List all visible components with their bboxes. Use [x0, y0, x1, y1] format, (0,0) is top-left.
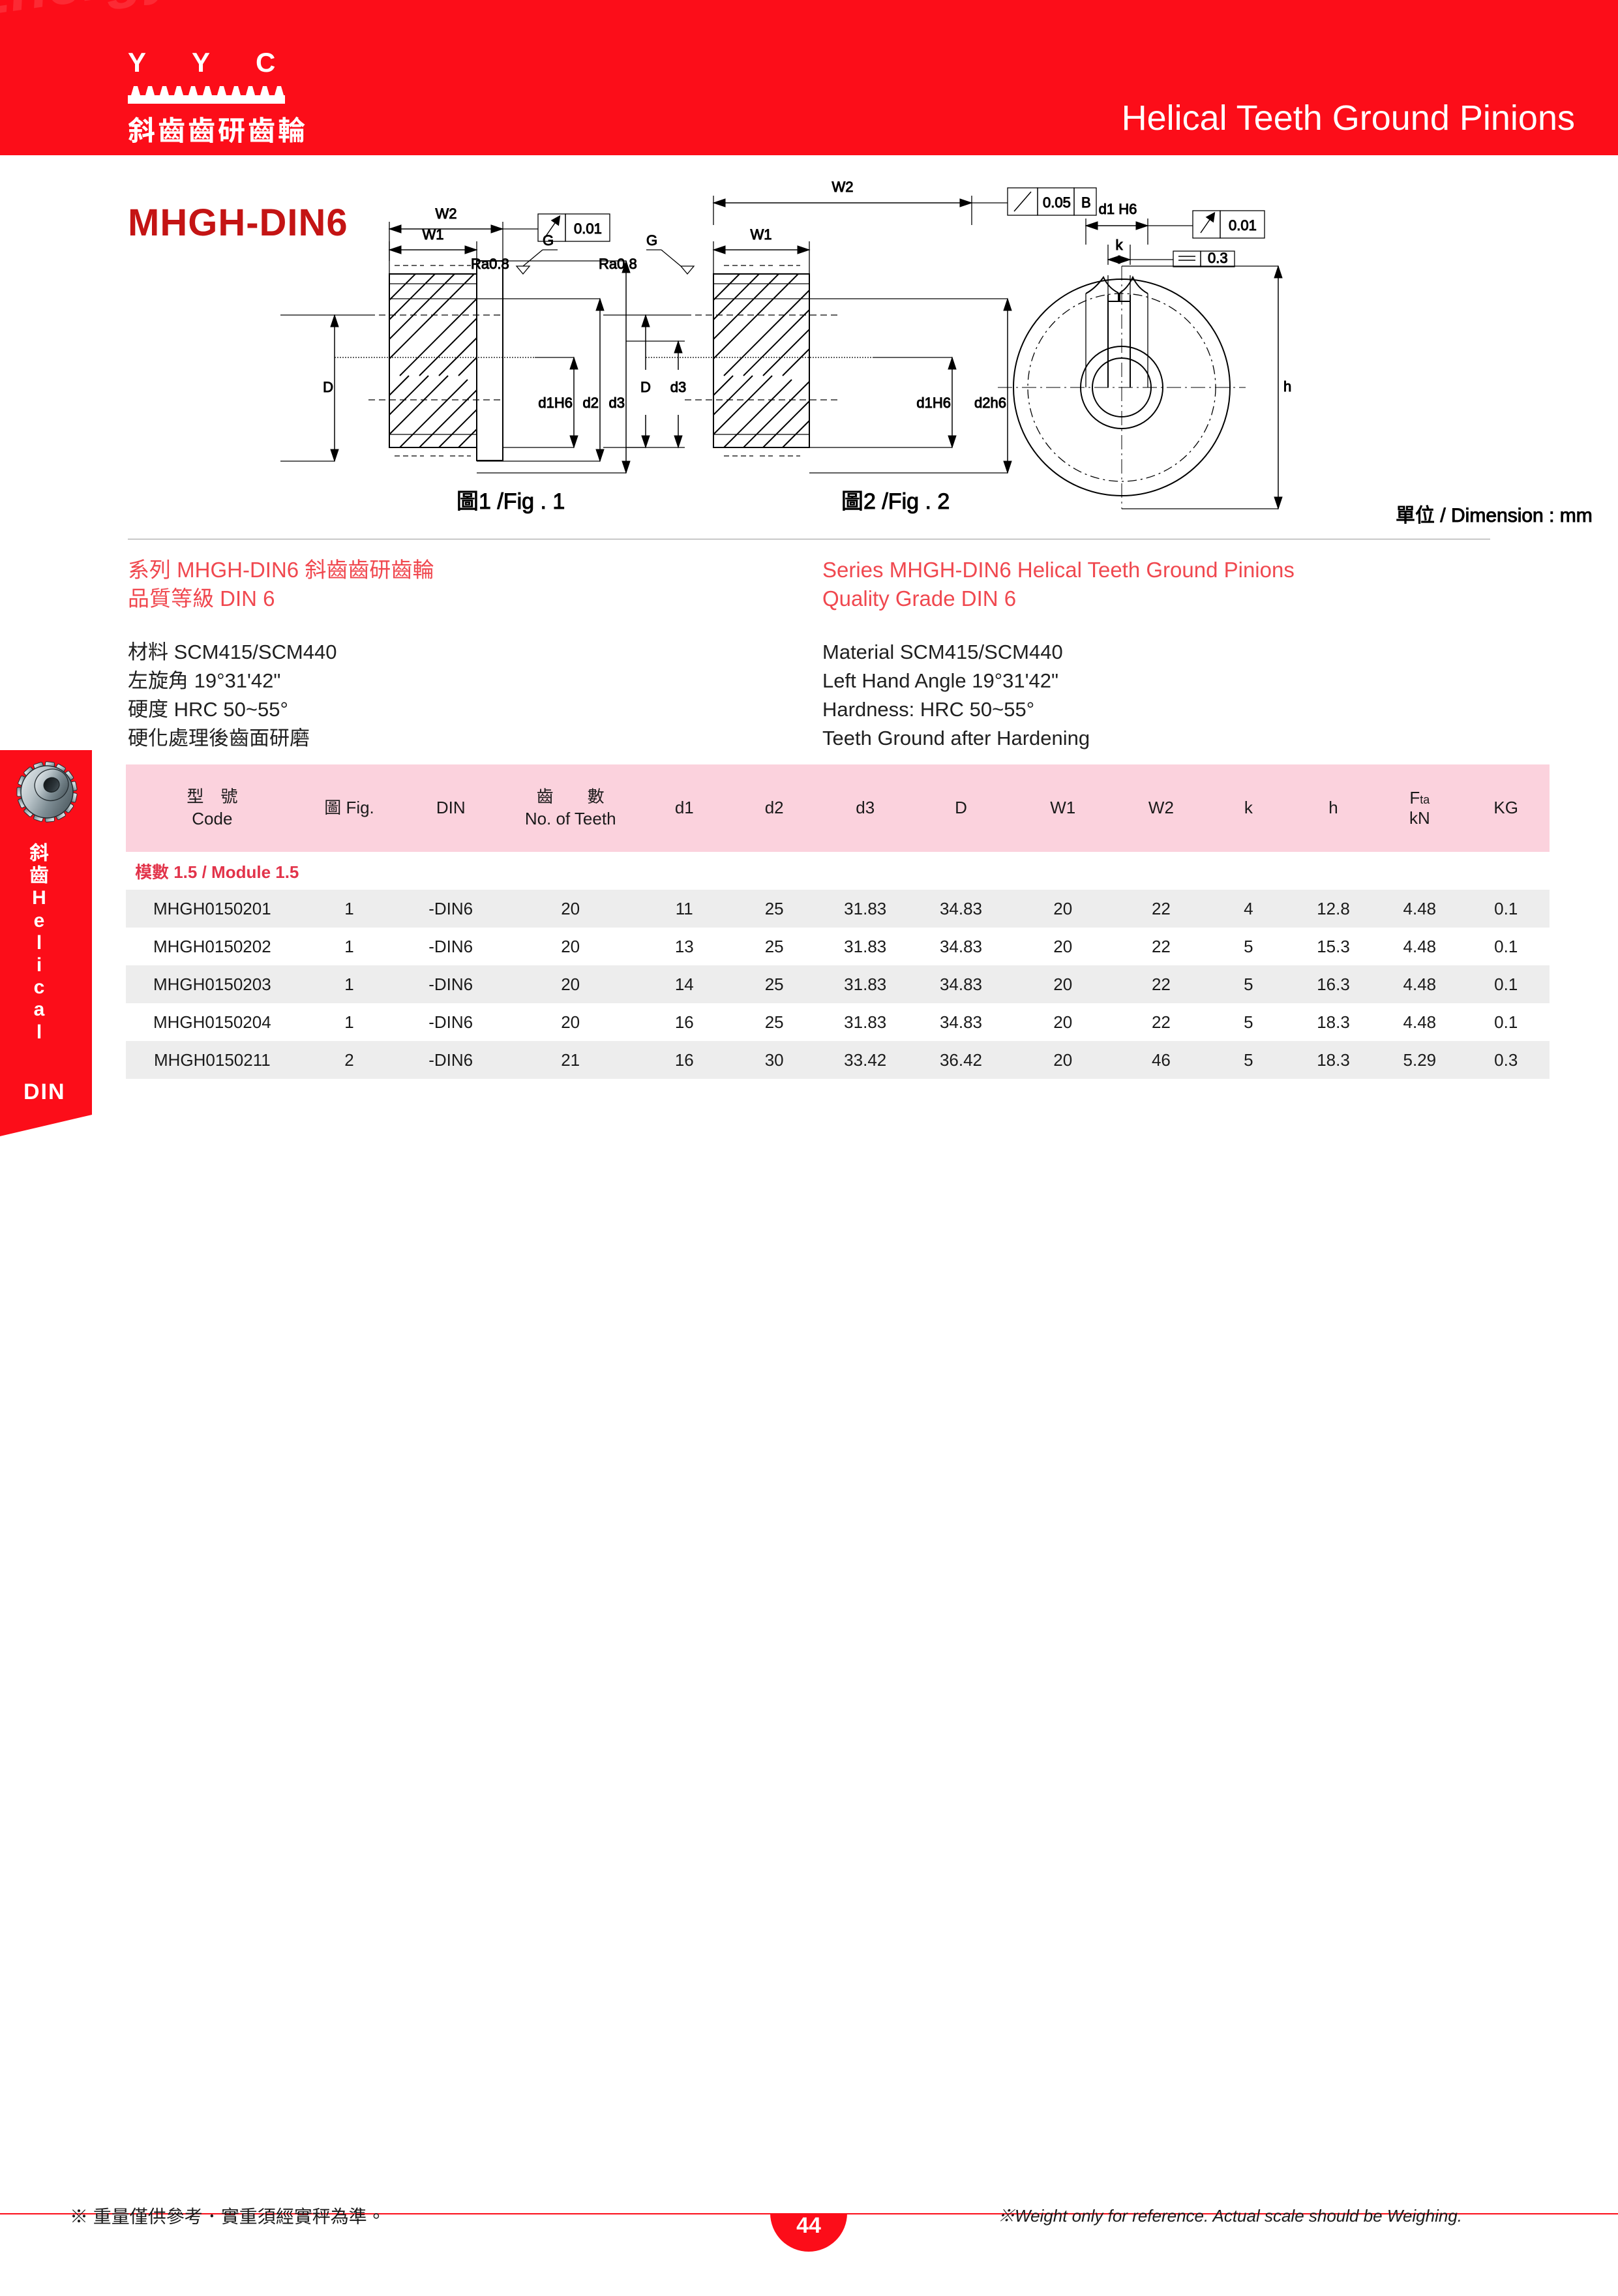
svg-text:圖2 /Fig . 2: 圖2 /Fig . 2 [841, 489, 950, 514]
svg-text:D: D [640, 379, 651, 395]
svg-text:0.01: 0.01 [574, 220, 602, 237]
svg-text:d2h6: d2h6 [974, 395, 1006, 411]
svg-text:W2: W2 [436, 205, 457, 222]
svg-text:d2: d2 [583, 395, 599, 411]
svg-text:d1 H6: d1 H6 [1099, 201, 1137, 217]
svg-text:k: k [1116, 237, 1124, 253]
svg-text:0.3: 0.3 [1208, 250, 1228, 266]
svg-text:D: D [323, 379, 333, 395]
svg-text:單位 / Dimension : mm: 單位 / Dimension : mm [1396, 505, 1593, 526]
svg-text:Ra0.8: Ra0.8 [599, 256, 637, 272]
svg-text:d1H6: d1H6 [916, 395, 951, 411]
svg-text:W1: W1 [751, 226, 772, 243]
svg-text:圖1 /Fig . 1: 圖1 /Fig . 1 [457, 489, 565, 514]
svg-text:W2: W2 [832, 179, 854, 195]
svg-text:d3: d3 [609, 395, 625, 411]
svg-text:W1: W1 [423, 226, 444, 243]
svg-text:G: G [646, 232, 657, 249]
svg-text:d1H6: d1H6 [538, 395, 573, 411]
svg-text:0.01: 0.01 [1229, 217, 1257, 234]
svg-text:Ra0.8: Ra0.8 [471, 256, 509, 272]
svg-text:G: G [543, 232, 554, 249]
svg-text:B: B [1081, 194, 1091, 211]
svg-text:0.05: 0.05 [1043, 194, 1071, 211]
svg-text:d3: d3 [670, 379, 686, 395]
svg-text:h: h [1283, 378, 1291, 395]
